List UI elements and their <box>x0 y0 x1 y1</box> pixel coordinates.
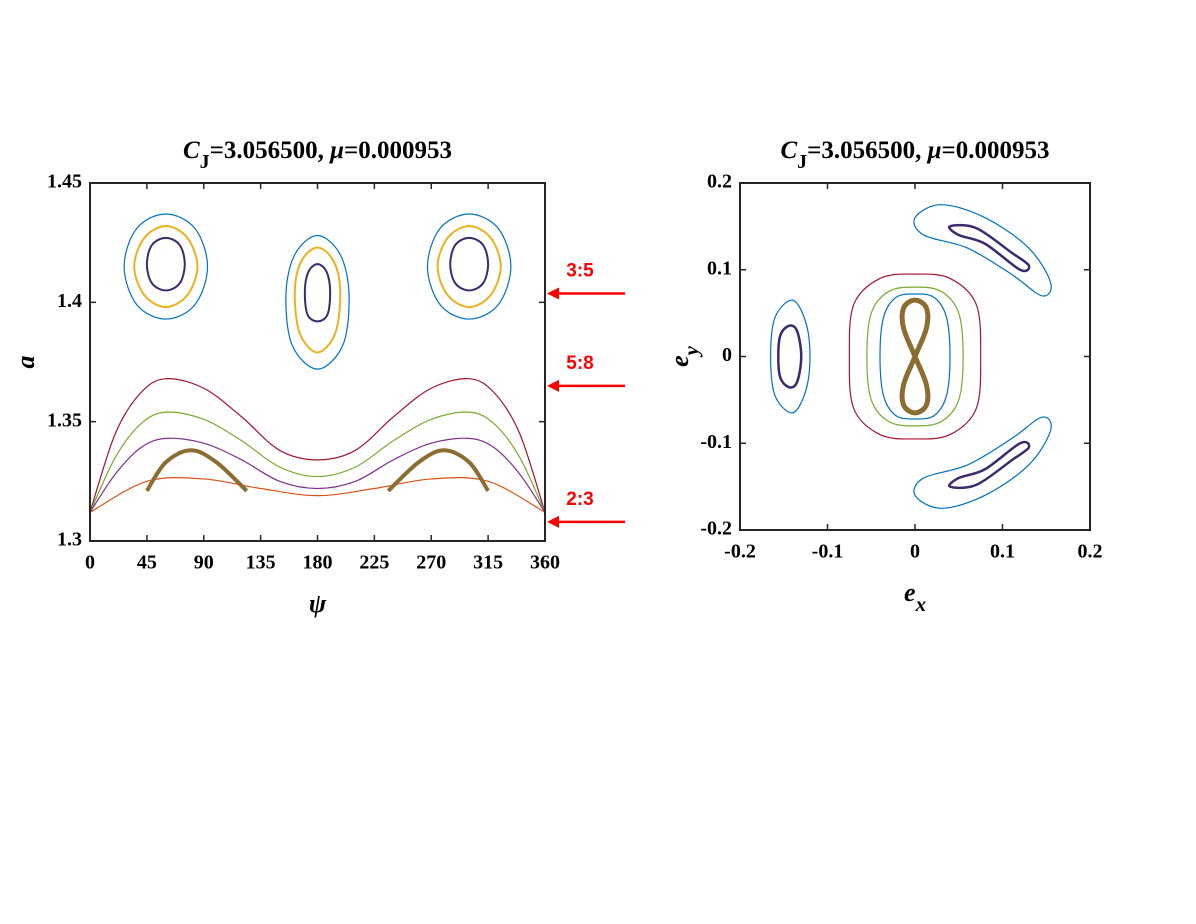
annotation-label: 2:3 <box>566 489 593 510</box>
label-part: =3.056500, <box>807 137 928 164</box>
curve <box>899 297 931 416</box>
x-tick-label: 225 <box>359 552 389 574</box>
arrow-head <box>547 379 559 392</box>
label: a <box>11 356 40 369</box>
x-tick-label: 180 <box>303 552 333 574</box>
curve <box>285 234 350 370</box>
y-tick-label: 0.1 <box>707 257 732 279</box>
label-part: a <box>11 356 40 369</box>
x-tick-label: 0.2 <box>1078 541 1103 563</box>
annotation-label: 3:5 <box>566 261 594 282</box>
y-tick-label: 0 <box>722 344 732 366</box>
subscript: y <box>680 345 703 358</box>
curve <box>90 477 545 513</box>
label-part: μ <box>328 137 344 164</box>
label: ψ <box>309 589 327 618</box>
y-tick-label: 1.45 <box>47 171 82 193</box>
curve <box>133 224 199 309</box>
y-tick-label: 1.35 <box>47 409 82 431</box>
x-tick-label: 135 <box>246 552 276 574</box>
curve <box>449 236 490 292</box>
curve <box>386 448 490 493</box>
x-tick-label: 360 <box>530 552 560 574</box>
annotation-label: 5:8 <box>566 353 593 374</box>
plot-area <box>770 204 1052 509</box>
curve <box>879 293 951 420</box>
label-part: ψ <box>309 589 327 618</box>
curve <box>145 236 186 292</box>
x-tick-label: 270 <box>416 552 446 574</box>
x-tick-label: 0.1 <box>990 541 1015 563</box>
curve <box>913 204 1052 297</box>
curve <box>866 286 964 427</box>
x-tick-label: 315 <box>473 552 503 574</box>
curve <box>848 273 982 440</box>
label-part: μ <box>926 137 942 164</box>
label-part: =0.000953 <box>942 137 1050 164</box>
y-tick-label: 0.2 <box>707 171 732 193</box>
chart-title: CJ=3.056500, μ=0.000953 <box>183 137 452 173</box>
curve <box>303 263 332 323</box>
curve <box>123 213 209 320</box>
curve <box>426 213 512 320</box>
curve <box>90 411 545 513</box>
curve <box>436 224 502 309</box>
arrow-head <box>547 287 559 300</box>
subscript: J <box>200 151 210 173</box>
curve <box>948 440 1031 490</box>
label-part: e <box>904 578 916 607</box>
subscript: x <box>915 593 926 616</box>
arrow-head <box>547 515 559 528</box>
label: ex <box>904 578 926 616</box>
axes-box <box>89 182 546 542</box>
curve <box>948 223 1031 273</box>
curve <box>145 448 249 493</box>
curve <box>90 378 545 513</box>
plot-area <box>90 213 545 513</box>
curve <box>90 437 545 513</box>
plot: -0.2 -0.1 0 0.1 0.2 -0.2 -0.1 0 0.1 0.2 <box>700 171 1102 563</box>
y-tick-label: -0.2 <box>700 518 732 540</box>
curve <box>913 416 1052 509</box>
chart-title: CJ=3.056500, μ=0.000953 <box>780 137 1049 173</box>
curve <box>293 246 342 354</box>
label-part: =0.000953 <box>344 137 452 164</box>
label-part: =3.056500, <box>210 137 331 164</box>
x-tick-label: 0 <box>910 541 920 563</box>
y-tick-label: -0.1 <box>700 431 732 453</box>
y-tick-label: 1.4 <box>57 290 82 312</box>
y-tick-label: 1.3 <box>57 529 82 551</box>
label-part: e <box>665 355 694 367</box>
label-part: C <box>183 137 200 164</box>
curve <box>777 324 803 389</box>
curve <box>770 299 811 414</box>
label-part: C <box>780 137 797 164</box>
x-tick-label: -0.2 <box>724 541 756 563</box>
x-tick-label: 90 <box>194 552 214 574</box>
plot: 0 45 90 135 180 225 270 315 360 1.3 1.35 1.4 1.45 3:5… <box>47 171 625 574</box>
x-tick-label: 0 <box>85 552 95 574</box>
label: ey <box>665 345 703 367</box>
x-tick-label: 45 <box>137 552 157 574</box>
subscript: J <box>797 151 807 173</box>
x-tick-label: -0.1 <box>812 541 844 563</box>
